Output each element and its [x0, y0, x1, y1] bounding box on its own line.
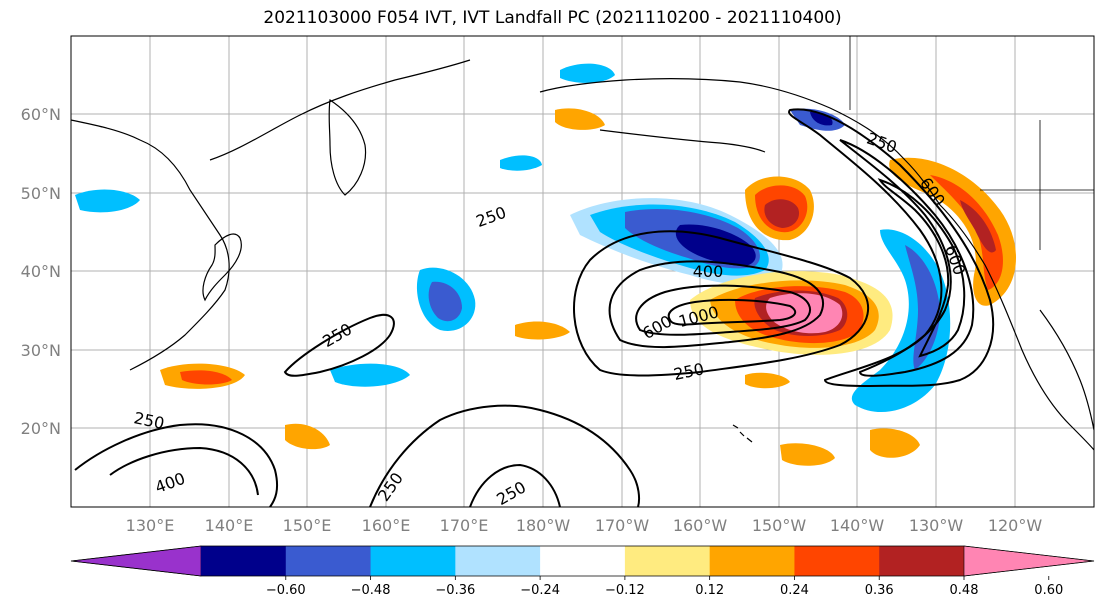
lon-tick-label: 160°E — [362, 516, 411, 535]
lat-tick-label: 40°N — [21, 262, 61, 281]
negative-anomaly-north-core — [810, 112, 833, 126]
contour-400-coastal — [839, 139, 975, 377]
lon-tick-label: 160°W — [673, 516, 728, 535]
colorbar-segment — [201, 546, 287, 576]
ivt-contours — [74, 108, 995, 507]
colorbar-tick-label: −0.12 — [605, 583, 645, 598]
coast-alaska — [539, 78, 941, 206]
colorbar-segment — [709, 546, 795, 576]
positive-anomaly-hawaii — [745, 372, 790, 389]
longitude-labels: 130°E 140°E 150°E 160°E 170°E 180°W 170°W 160°W… — [126, 516, 1043, 535]
contour-250-southwest — [74, 423, 279, 507]
colorbar-extend-high — [963, 545, 1095, 577]
negative-anomaly-coastal-inner — [905, 245, 940, 370]
negative-anomaly-central-core — [675, 224, 756, 266]
colorbar-extend-low — [70, 545, 202, 577]
lon-tick-label: 170°E — [440, 516, 489, 535]
positive-anomaly-subtropic-west-inner — [180, 370, 232, 385]
coast-asia — [71, 59, 471, 371]
border-canada-us — [849, 36, 1094, 250]
colorbar-tick-label: 0.60 — [1034, 583, 1063, 598]
contour-250-coastal — [788, 108, 995, 388]
colorbar-tick-label: 0.48 — [950, 583, 979, 598]
colorbar-segment — [624, 546, 711, 576]
contour-400-southwest — [109, 446, 259, 496]
negative-anomaly-subtropic — [330, 363, 410, 387]
positive-anomaly-midlat — [515, 321, 570, 340]
lon-tick-label: 150°W — [752, 516, 807, 535]
colorbar-segment — [879, 546, 965, 576]
colorbar-tick-label: −0.60 — [266, 583, 306, 598]
negative-anomaly-japan — [75, 189, 140, 213]
map-title: 2021103000 F054 IVT, IVT Landfall PC (20… — [263, 8, 842, 28]
coast-baja — [1039, 309, 1094, 431]
map-frame — [70, 35, 1095, 508]
contour-label: 400 — [693, 262, 724, 281]
coast-kamchatka — [328, 98, 367, 196]
positive-anomaly-south-east-2 — [780, 443, 835, 466]
contour-250-west — [283, 313, 395, 377]
colorbar-segment — [285, 546, 372, 576]
colorbar-tick-label: −0.48 — [351, 583, 391, 598]
lat-tick-label: 60°N — [21, 105, 61, 124]
lat-tick-label: 20°N — [21, 419, 61, 438]
contour-600-coastal — [877, 178, 966, 358]
map-area — [71, 36, 1094, 507]
colorbar-segment — [455, 546, 541, 576]
lon-tick-label: 120°W — [988, 516, 1043, 535]
colorbar-tick-label: 0.24 — [780, 583, 809, 598]
hawaii-islands — [732, 424, 753, 443]
negative-anomaly-bering — [560, 63, 615, 83]
negative-anomaly-west-inner — [428, 281, 462, 322]
colorbar-tick-label: −0.24 — [520, 583, 560, 598]
coast-north-america — [939, 204, 1094, 451]
coast-japan — [202, 233, 242, 302]
lon-tick-label: 130°W — [909, 516, 964, 535]
lat-tick-label: 30°N — [21, 341, 61, 360]
colorbar-segment — [794, 546, 880, 576]
colorbar-segment — [540, 546, 626, 576]
lat-tick-label: 50°N — [21, 184, 61, 203]
positive-anomaly-south — [285, 423, 330, 450]
negative-anomaly-mid — [500, 155, 542, 171]
colorbar-tick-label: −0.36 — [435, 583, 475, 598]
coastlines — [71, 36, 1094, 451]
colorbar-tick-label: 0.12 — [695, 583, 724, 598]
contour-1000-central — [667, 298, 797, 326]
contour-600-central — [635, 284, 811, 336]
lon-tick-label: 150°E — [283, 516, 332, 535]
positive-anomaly-coastal-core — [960, 200, 996, 253]
lon-tick-label: 140°E — [205, 516, 254, 535]
colorbar-tick-label: 0.36 — [865, 583, 894, 598]
contour-250-central — [573, 230, 869, 377]
colorbar-segment — [370, 546, 456, 576]
positive-anomaly-south-east — [870, 428, 920, 458]
latitude-labels: 60°N 50°N 40°N 30°N 20°N — [21, 105, 61, 438]
lon-tick-label: 180°W — [516, 516, 571, 535]
lon-tick-label: 130°E — [126, 516, 175, 535]
contour-400-central — [608, 260, 825, 349]
positive-anomaly-coastal-inner — [930, 175, 1003, 290]
positive-anomaly-northeast-core — [764, 199, 800, 228]
lon-tick-label: 140°W — [830, 516, 885, 535]
lon-tick-label: 170°W — [595, 516, 650, 535]
positive-anomaly-bering — [555, 108, 605, 130]
contour-250-south-inner — [469, 463, 561, 507]
colorbar: −0.60 −0.48 −0.36 −0.24 −0.12 0.12 0.24 0.36 0.4… — [70, 545, 1095, 598]
contour-250-south — [369, 404, 640, 507]
